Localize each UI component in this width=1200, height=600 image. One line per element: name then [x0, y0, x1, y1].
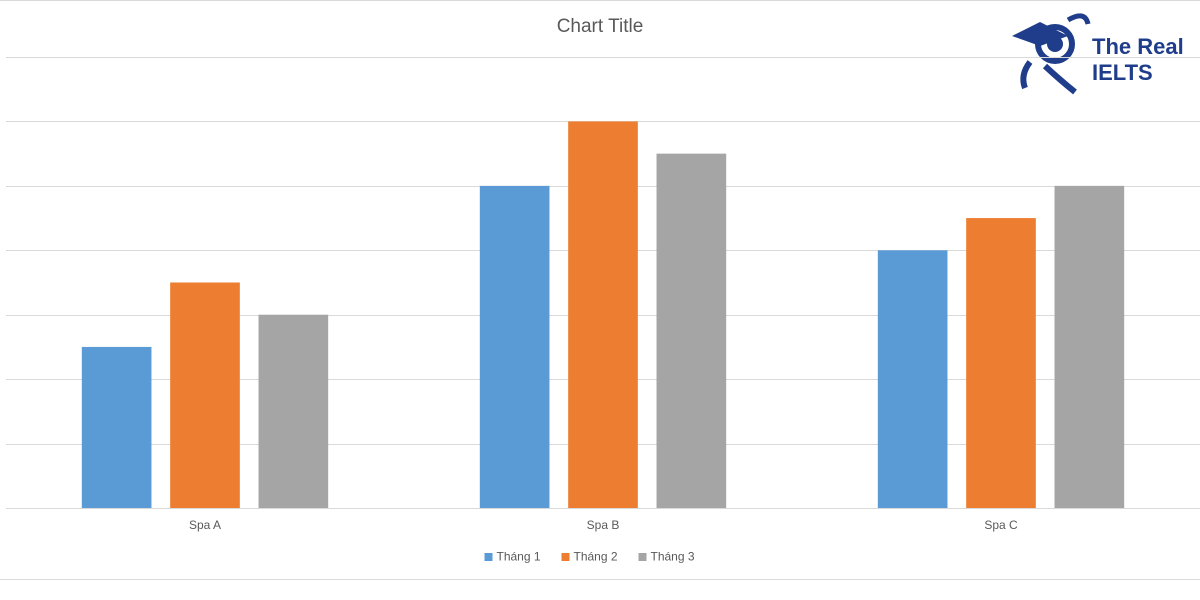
logo-icon	[1020, 60, 1077, 95]
logo-icon	[1012, 22, 1068, 46]
bar	[258, 314, 329, 508]
logo: The Real IELTS	[1012, 13, 1184, 95]
legend-swatch	[638, 553, 647, 561]
legend-label: Tháng 3	[651, 550, 695, 564]
bar	[877, 250, 948, 509]
logo-text: The Real	[1092, 34, 1184, 59]
bar	[656, 153, 727, 508]
legend-label: Tháng 2	[574, 550, 618, 564]
legend-swatch	[561, 553, 570, 561]
bar	[568, 121, 638, 508]
legend-label: Tháng 1	[497, 550, 541, 564]
x-tick-label: Spa A	[189, 518, 221, 532]
bar	[81, 346, 152, 508]
bar	[170, 282, 240, 508]
bar	[966, 218, 1036, 509]
x-tick-label: Spa B	[587, 518, 620, 532]
logo-text: IELTS	[1092, 60, 1153, 85]
legend-swatch	[484, 553, 493, 561]
x-tick-label: Spa C	[984, 518, 1018, 532]
bar	[1054, 185, 1125, 508]
logo-icon	[1066, 13, 1091, 25]
chart-title: Chart Title	[557, 16, 644, 37]
bar	[479, 185, 550, 508]
